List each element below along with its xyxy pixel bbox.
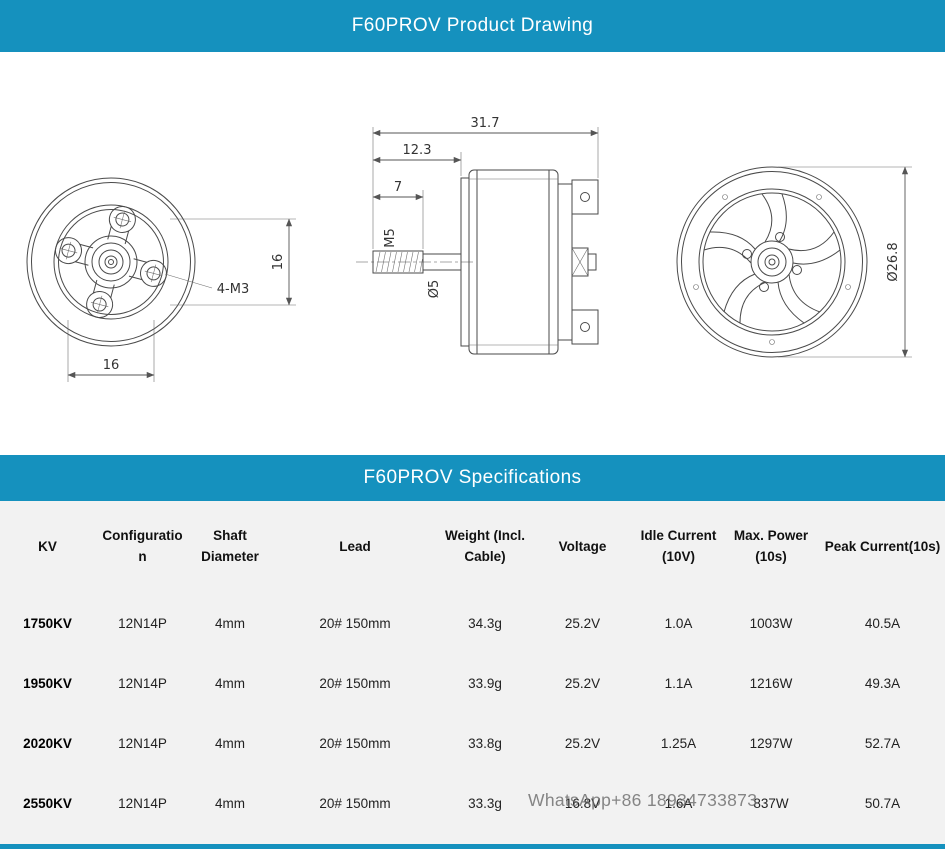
- side-overall-length-label: 31.7: [471, 116, 500, 131]
- column-header-peak-current: Peak Current(10s): [824, 538, 941, 554]
- cell-weight: 33.8g: [468, 735, 502, 751]
- table-row: 2020KV 12N14P 4mm 20# 150mm 33.8g 25.2V …: [0, 713, 945, 773]
- cell-max-power: 1216W: [749, 675, 793, 691]
- column-header-kv: KV: [38, 538, 57, 554]
- cell-idle-current: 1.0A: [664, 615, 693, 631]
- table-row: 1950KV 12N14P 4mm 20# 150mm 33.9g 25.2V …: [0, 653, 945, 713]
- cell-lead: 20# 150mm: [319, 795, 391, 811]
- cell-peak-current: 50.7A: [864, 795, 901, 811]
- side-thread-spec-label: M5: [383, 228, 398, 248]
- column-header-idle-current: Idle Current (10V): [640, 528, 717, 564]
- bottom-accent-bar: [0, 844, 945, 849]
- cell-lead: 20# 150mm: [319, 735, 391, 751]
- cell-idle-current: 1.25A: [660, 735, 697, 751]
- cell-shaft-diameter: 4mm: [215, 735, 245, 751]
- column-header-configuration: Configuration: [102, 528, 183, 564]
- side-shaft-diameter-label: Ø5: [427, 280, 442, 299]
- cell-idle-current: 1.1A: [664, 675, 693, 691]
- cell-configuration: 12N14P: [118, 615, 167, 631]
- product-drawing-title: F60PROV Product Drawing: [351, 15, 594, 36]
- cell-max-power: 1297W: [749, 735, 793, 751]
- cell-max-power: 837W: [753, 795, 789, 811]
- rear-view-drawing: Ø26.8: [676, 166, 912, 358]
- table-row: 1750KV 12N14P 4mm 20# 150mm 34.3g 25.2V …: [0, 593, 945, 653]
- specifications-header: F60PROV Specifications: [0, 455, 945, 501]
- specifications-section: KV Configuration Shaft Diameter Lead Wei…: [0, 501, 945, 845]
- table-row: 2550KV 12N14P 4mm 20# 150mm 33.3g 16.8V …: [0, 773, 945, 833]
- rear-diameter-label: Ø26.8: [886, 242, 901, 281]
- column-header-lead: Lead: [339, 538, 371, 554]
- mount-arm: [86, 279, 115, 319]
- cell-kv: 1950KV: [23, 675, 72, 691]
- mount-arm: [54, 237, 94, 266]
- specifications-title: F60PROV Specifications: [363, 467, 582, 488]
- column-header-weight: Weight (Incl. Cable): [445, 528, 525, 564]
- front-height-dim-label: 16: [271, 254, 286, 271]
- cell-kv: 2020KV: [23, 735, 72, 751]
- cell-shaft-diameter: 4mm: [215, 795, 245, 811]
- cell-weight: 33.9g: [468, 675, 502, 691]
- side-view-drawing: 31.7 12.3 7 M5 Ø5: [356, 116, 599, 355]
- spoke-web: [703, 193, 841, 324]
- mount-arm: [107, 205, 136, 245]
- side-shaft-length-label: 12.3: [403, 143, 432, 158]
- cell-voltage: 25.2V: [564, 675, 601, 691]
- product-drawing-section: 16 16 4-M3: [0, 52, 945, 455]
- cell-voltage: 16.8V: [564, 795, 601, 811]
- cell-peak-current: 49.3A: [864, 675, 901, 691]
- cell-kv: 1750KV: [23, 615, 72, 631]
- cell-idle-current: 1.6A: [664, 795, 693, 811]
- column-header-voltage: Voltage: [558, 538, 607, 554]
- column-header-max-power: Max. Power (10s): [733, 528, 809, 564]
- cell-peak-current: 52.7A: [864, 735, 901, 751]
- front-view-drawing: 16 16 4-M3: [26, 177, 296, 382]
- cell-lead: 20# 150mm: [319, 675, 391, 691]
- table-header-row: KV Configuration Shaft Diameter Lead Wei…: [0, 501, 945, 593]
- cell-lead: 20# 150mm: [319, 615, 391, 631]
- cell-configuration: 12N14P: [118, 795, 167, 811]
- cell-max-power: 1003W: [749, 615, 793, 631]
- cell-weight: 34.3g: [468, 615, 502, 631]
- front-width-dim-label: 16: [103, 358, 120, 373]
- cell-shaft-diameter: 4mm: [215, 675, 245, 691]
- side-thread-length-label: 7: [394, 180, 402, 195]
- cell-peak-current: 40.5A: [864, 615, 901, 631]
- watermark: WhatsApp+86 18934733873: [528, 790, 758, 810]
- cell-weight: 33.3g: [468, 795, 502, 811]
- front-hole-callout-label: 4-M3: [217, 282, 249, 297]
- mount-arm: [128, 258, 168, 287]
- cell-voltage: 25.2V: [564, 735, 601, 751]
- cell-shaft-diameter: 4mm: [215, 615, 245, 631]
- technical-drawing: 16 16 4-M3: [26, 116, 912, 382]
- cell-configuration: 12N14P: [118, 675, 167, 691]
- column-header-shaft-diameter: Shaft Diameter: [201, 528, 259, 564]
- product-drawing-header: F60PROV Product Drawing: [0, 0, 945, 52]
- cell-kv: 2550KV: [23, 795, 72, 811]
- cell-voltage: 25.2V: [564, 615, 601, 631]
- cell-configuration: 12N14P: [118, 735, 167, 751]
